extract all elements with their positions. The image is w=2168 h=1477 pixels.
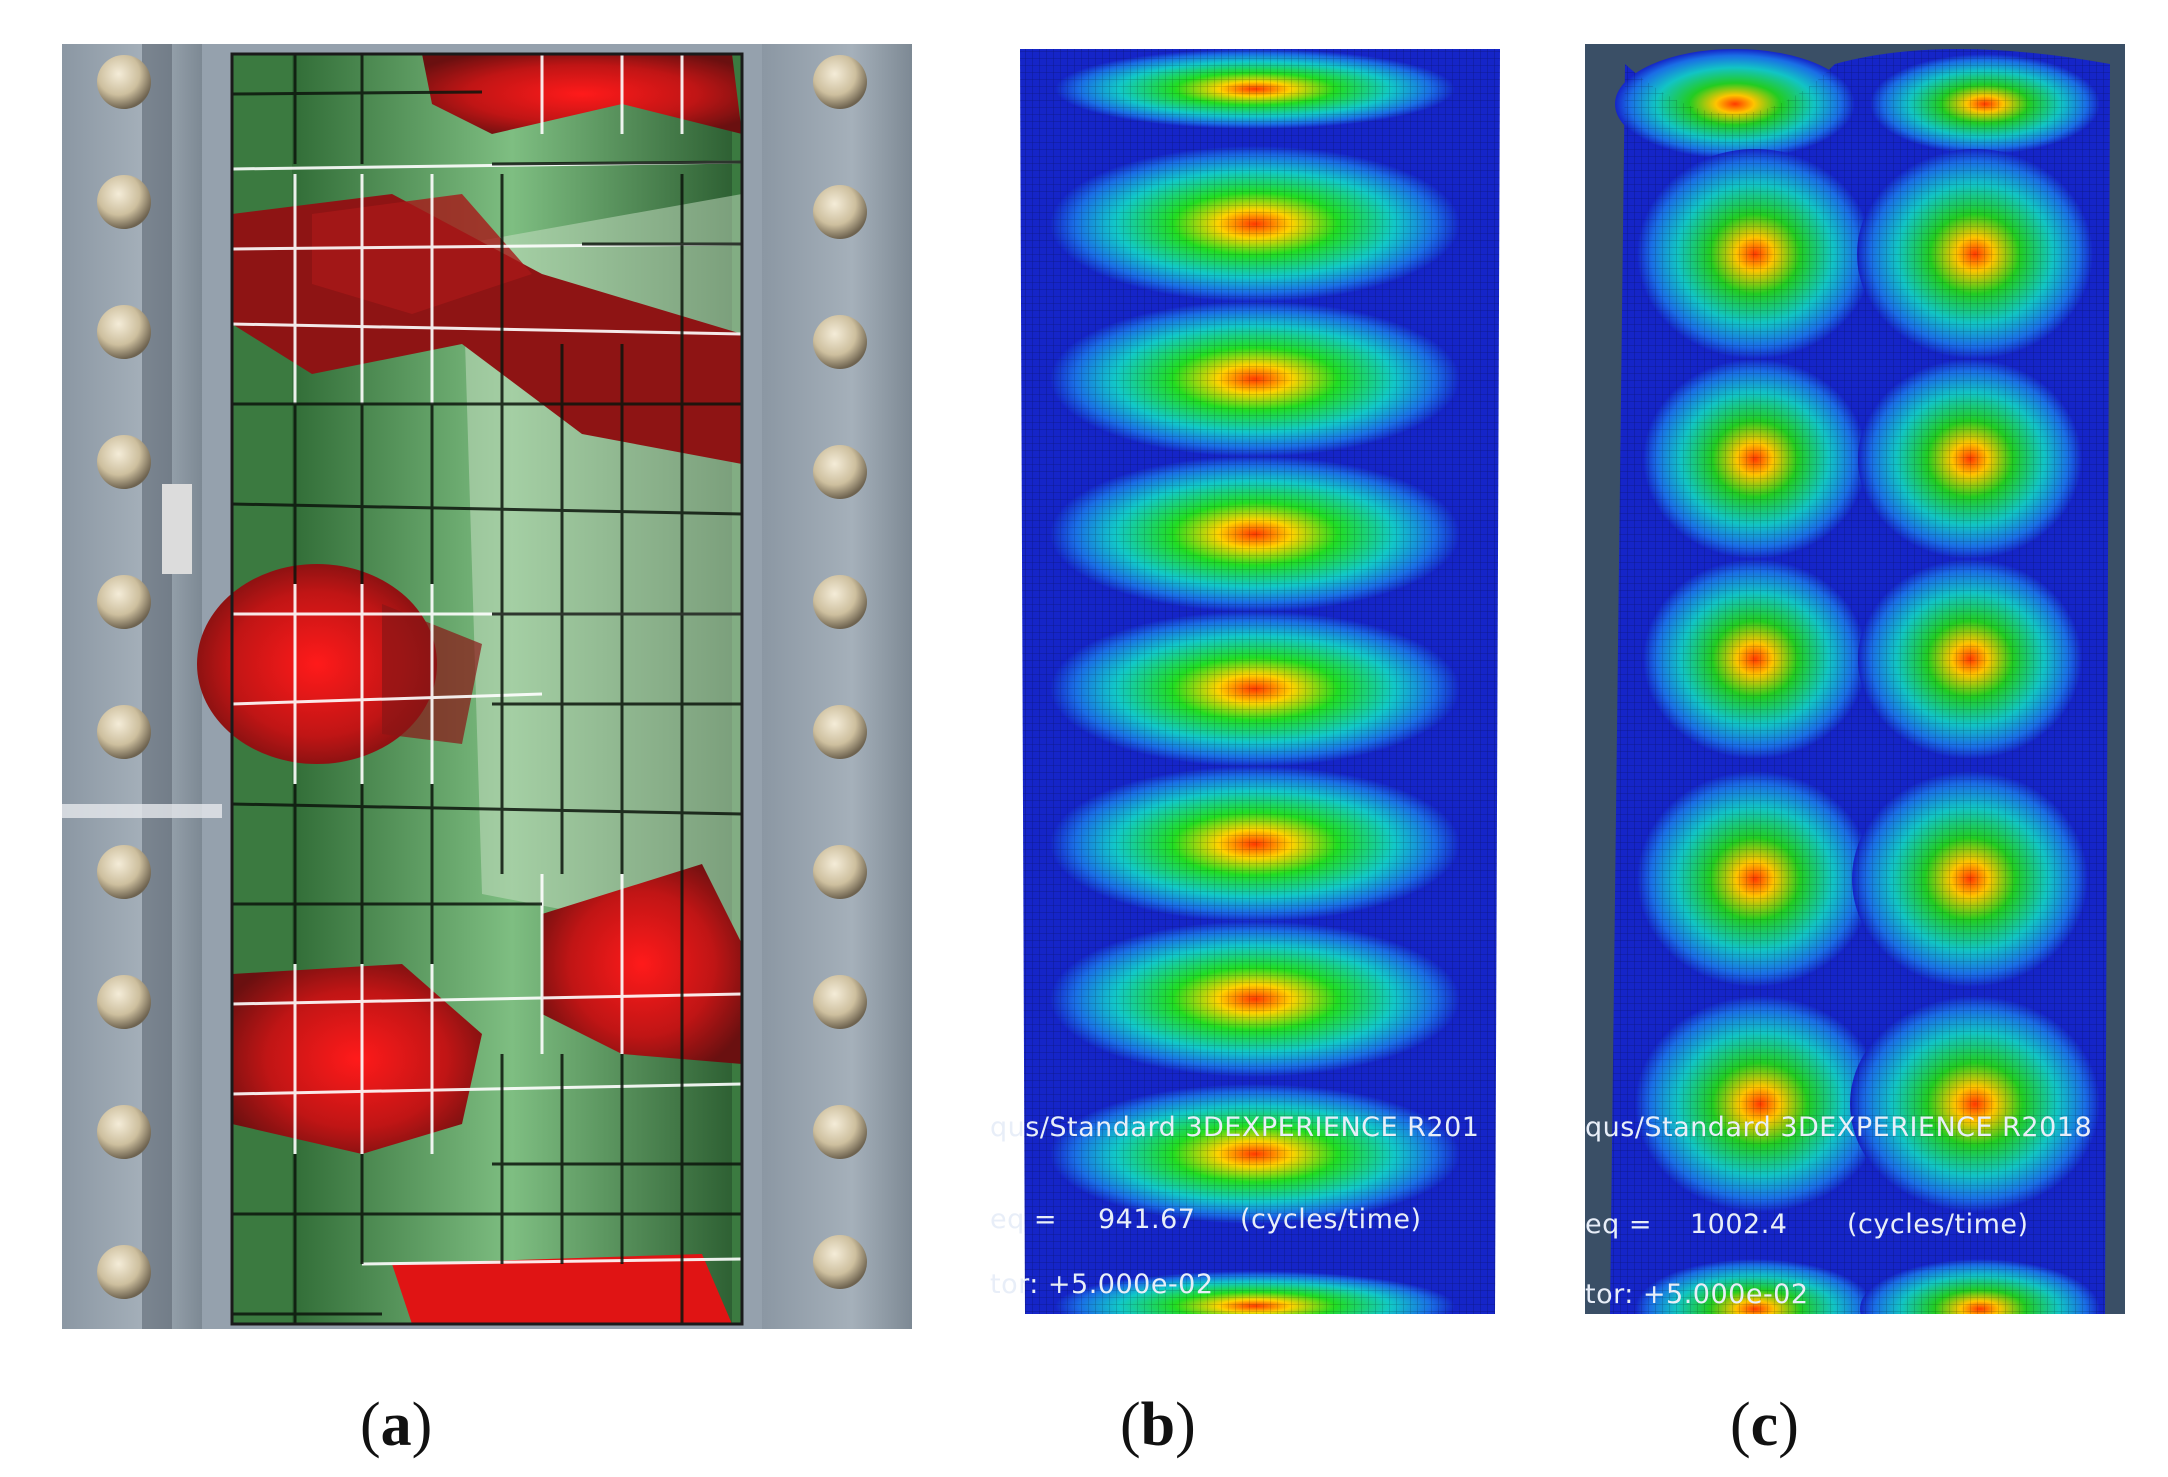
panel-c-fe-mode: qus/Standard 3DEXPERIENCE R2018 eq = 100… bbox=[1585, 44, 2125, 1329]
caption-a-letter: a bbox=[380, 1391, 412, 1459]
fe-deformation-factor-b: tor: +5.000e-02 bbox=[990, 1269, 1214, 1300]
fe-mode-image-b bbox=[990, 49, 1505, 1329]
fe-mode-image-c bbox=[1585, 44, 2125, 1329]
caption-b-letter: b bbox=[1140, 1391, 1176, 1459]
fe-frequency-value-b: 941.67 bbox=[1098, 1204, 1196, 1235]
fe-deformation-factor-c: tor: +5.000e-02 bbox=[1585, 1279, 1809, 1310]
fe-frequency-unit-b: (cycles/time) bbox=[1240, 1204, 1422, 1235]
panel-a-dic-photo bbox=[62, 44, 912, 1329]
caption-a: (a) bbox=[360, 1391, 433, 1459]
fe-frequency-prefix-c: eq = bbox=[1585, 1209, 1652, 1240]
fe-frequency-value-c: 1002.4 bbox=[1690, 1209, 1788, 1240]
caption-b: (b) bbox=[1120, 1391, 1196, 1459]
caption-c-letter: c bbox=[1750, 1391, 1779, 1459]
panel-b-fe-mode: qus/Standard 3DEXPERIENCE R201 eq = 941.… bbox=[990, 44, 1505, 1329]
dic-photo-image bbox=[62, 44, 912, 1329]
fe-solver-text-b: qus/Standard 3DEXPERIENCE R201 bbox=[990, 1112, 1480, 1143]
fe-frequency-unit-c: (cycles/time) bbox=[1847, 1209, 2029, 1240]
fe-frequency-prefix-b: eq = bbox=[990, 1204, 1057, 1235]
caption-c: (c) bbox=[1730, 1391, 1799, 1459]
fe-solver-text-c: qus/Standard 3DEXPERIENCE R2018 bbox=[1585, 1112, 2093, 1143]
